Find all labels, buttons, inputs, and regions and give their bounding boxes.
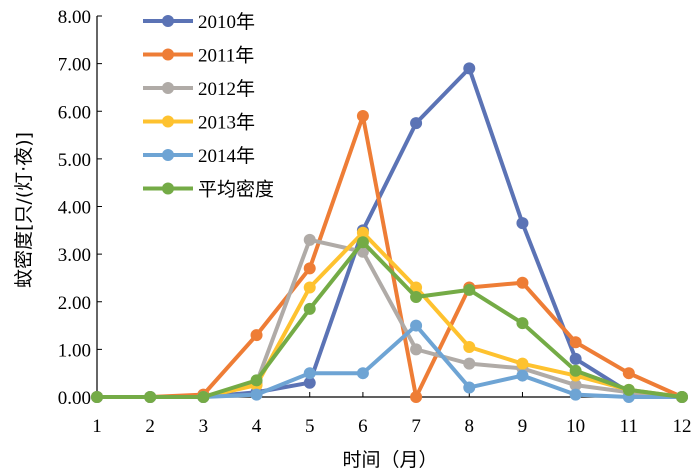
- data-point: [410, 391, 423, 403]
- legend-label: 2010年: [198, 11, 255, 33]
- data-point: [410, 117, 423, 130]
- data-point: [463, 357, 476, 370]
- data-point: [250, 388, 263, 401]
- legend-swatch-marker: [162, 48, 174, 61]
- legend-swatch-marker: [162, 115, 174, 128]
- data-point: [516, 217, 529, 230]
- y-tick-label: 7.00: [58, 55, 91, 76]
- legend-item: 2011年: [143, 45, 254, 67]
- x-tick-label: 9: [518, 416, 528, 437]
- legend-swatch-marker: [162, 149, 174, 161]
- series-6: [91, 236, 688, 403]
- data-point: [356, 226, 369, 239]
- y-tick-label: 0.00: [58, 388, 91, 409]
- data-point: [516, 276, 529, 289]
- series-5: [91, 319, 688, 403]
- data-point: [516, 369, 529, 382]
- legend-item: 2010年: [143, 11, 255, 33]
- y-tick-label: 2.00: [58, 293, 91, 314]
- series-line: [97, 240, 683, 399]
- x-tick-label: 12: [673, 416, 692, 437]
- data-point: [250, 329, 263, 342]
- data-point: [410, 290, 423, 303]
- legend-item: 2013年: [143, 112, 255, 134]
- x-tick-label: 7: [411, 416, 421, 437]
- data-point: [622, 383, 635, 396]
- data-point: [676, 391, 688, 403]
- x-tick-label: 8: [465, 416, 475, 437]
- data-point: [410, 343, 423, 356]
- data-point: [303, 262, 316, 275]
- data-point: [622, 367, 635, 380]
- x-tick-label: 10: [566, 416, 585, 437]
- legend-swatch-marker: [162, 82, 174, 94]
- data-point: [250, 374, 263, 387]
- y-tick-label: 6.00: [58, 102, 91, 123]
- legend-label: 平均密度: [198, 179, 274, 201]
- data-point: [91, 391, 103, 403]
- data-point: [463, 283, 476, 296]
- data-point: [569, 388, 582, 401]
- data-point: [356, 236, 369, 249]
- y-tick-label: 3.00: [58, 245, 91, 266]
- y-tick-label: 5.00: [58, 150, 91, 171]
- x-tick-label: 3: [199, 416, 209, 437]
- x-tick-label: 6: [358, 416, 368, 437]
- data-point: [303, 281, 316, 294]
- data-point: [356, 110, 369, 123]
- data-point: [569, 336, 582, 349]
- legend-label: 2013年: [198, 112, 255, 134]
- data-point: [463, 381, 476, 394]
- x-axis-label: 时间（月）: [342, 449, 437, 471]
- x-tick-label: 1: [92, 416, 102, 437]
- series-line: [97, 114, 683, 399]
- x-tick-label: 4: [252, 416, 262, 437]
- y-tick-label: 4.00: [58, 198, 91, 219]
- series-group: [91, 62, 688, 403]
- x-tick-label: 11: [620, 416, 638, 437]
- data-point: [410, 319, 423, 332]
- legend-swatch-marker: [162, 15, 174, 27]
- legend-item: 2014年: [143, 145, 255, 167]
- data-point: [569, 364, 582, 377]
- data-point: [463, 62, 476, 75]
- legend-label: 2011年: [198, 45, 254, 67]
- data-point: [516, 357, 529, 370]
- x-tick-label: 2: [145, 416, 155, 437]
- legend-label: 2012年: [198, 78, 255, 100]
- data-point: [356, 367, 369, 380]
- legend-label: 2014年: [198, 145, 255, 167]
- data-point: [410, 281, 423, 294]
- data-point: [463, 340, 476, 353]
- data-point: [144, 391, 157, 403]
- legend-item: 2012年: [143, 78, 255, 100]
- data-point: [197, 391, 210, 403]
- data-point: [303, 233, 316, 246]
- legend-item: 平均密度: [143, 179, 274, 201]
- x-tick-label: 5: [305, 416, 315, 437]
- data-point: [569, 379, 582, 392]
- axes: 0.001.002.003.004.005.006.007.008.001 2 3 4…: [58, 7, 692, 437]
- legend-swatch-marker: [162, 182, 174, 195]
- data-point: [516, 317, 529, 330]
- y-tick-label: 8.00: [58, 7, 91, 28]
- y-tick-label: 1.00: [58, 340, 91, 361]
- data-point: [303, 376, 316, 389]
- data-point: [303, 367, 316, 380]
- data-point: [569, 352, 582, 365]
- data-point: [303, 302, 316, 315]
- y-axis-label: 蚊密度[只/(灯·夜)]: [13, 132, 35, 288]
